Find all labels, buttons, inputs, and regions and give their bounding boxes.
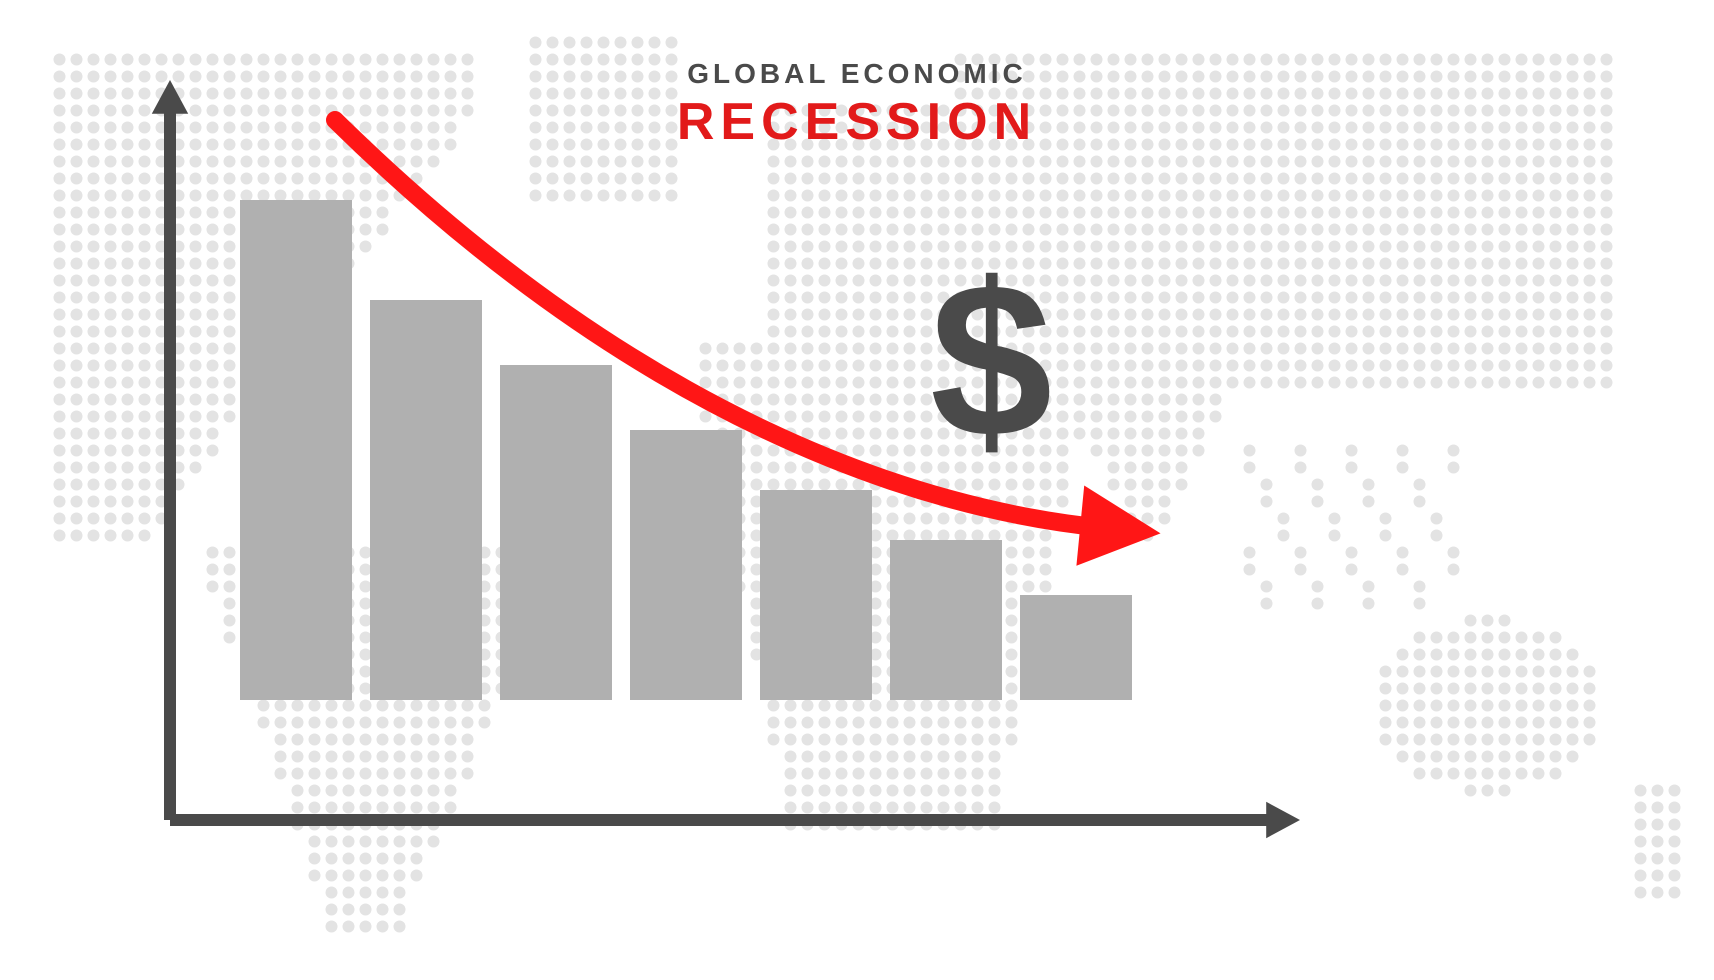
bar: [370, 300, 482, 700]
infographic-stage: GLOBAL ECONOMIC RECESSION $: [0, 0, 1714, 980]
title-block: GLOBAL ECONOMIC RECESSION: [0, 58, 1714, 152]
bar: [630, 430, 742, 700]
trend-arrowhead: [1076, 485, 1160, 565]
dollar-icon: $: [930, 250, 1052, 470]
title-line-2: RECESSION: [0, 92, 1714, 152]
bar: [240, 200, 352, 700]
title-line-1: GLOBAL ECONOMIC: [0, 58, 1714, 90]
bar: [760, 490, 872, 700]
bar: [1020, 595, 1132, 700]
bar: [890, 540, 1002, 700]
bar: [500, 365, 612, 700]
x-axis-arrowhead: [1266, 802, 1300, 838]
